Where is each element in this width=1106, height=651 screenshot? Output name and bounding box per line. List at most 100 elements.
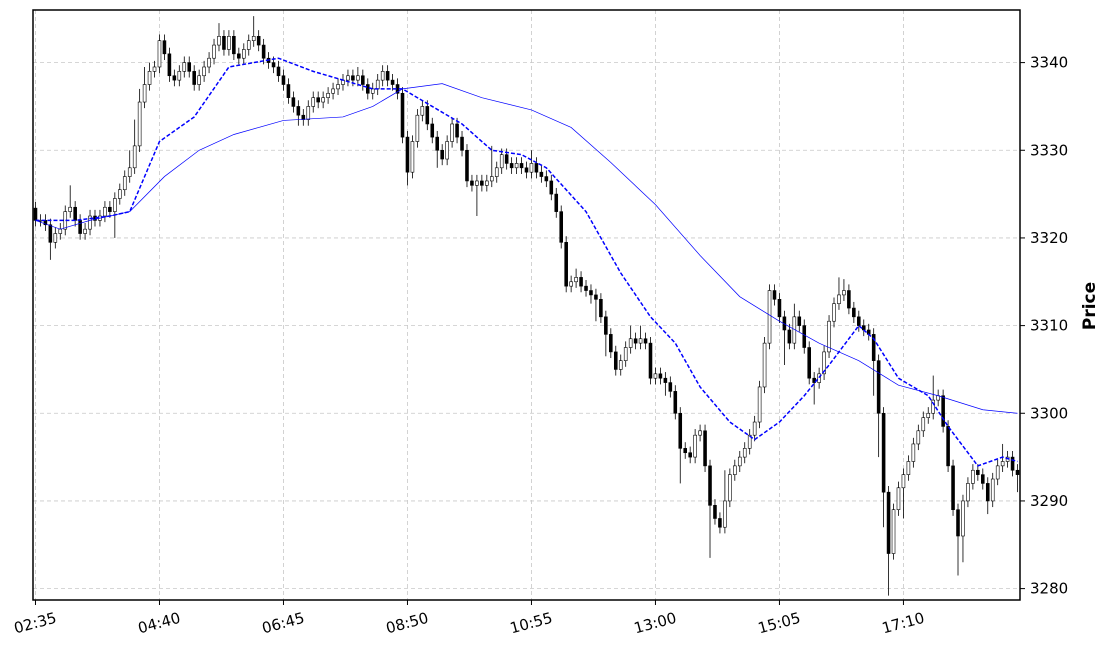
candle-body <box>375 79 380 90</box>
candle-body <box>658 373 663 379</box>
candle-body <box>242 49 246 59</box>
candle-body <box>316 97 320 103</box>
candle-body <box>827 320 831 353</box>
candle-body <box>108 206 112 212</box>
candle-body <box>246 40 251 50</box>
candle-body <box>787 329 792 344</box>
candle-body <box>971 469 975 484</box>
candle-body <box>122 176 127 191</box>
candle-body <box>440 149 444 160</box>
candle-body <box>172 75 177 81</box>
candle-body <box>832 303 836 322</box>
candle-body <box>346 75 350 81</box>
candle-body <box>703 430 707 467</box>
candle-body <box>177 71 182 81</box>
moving-average-line <box>35 83 1018 414</box>
candle-body <box>926 412 931 418</box>
candle-body <box>504 154 509 164</box>
candle-body <box>896 487 901 511</box>
y-axis-label: Price <box>1080 282 1100 330</box>
candle-body <box>237 53 241 59</box>
candle-body <box>559 211 564 243</box>
candle-body <box>529 163 534 173</box>
candle-body <box>415 114 420 142</box>
candle-body <box>118 189 122 199</box>
candle-body <box>589 290 593 296</box>
candle-body <box>509 163 514 169</box>
candle-body <box>638 338 643 344</box>
candle-body <box>48 224 53 243</box>
candle-body <box>68 206 72 212</box>
candle-body <box>747 434 752 449</box>
candle-body <box>296 106 301 116</box>
candle-body <box>88 215 92 230</box>
candle-body <box>693 434 697 458</box>
candle-body <box>623 347 628 361</box>
candle-body <box>435 136 440 151</box>
candle-body <box>311 97 316 107</box>
candle-body <box>633 338 638 344</box>
candle-body <box>445 141 449 160</box>
candle-body <box>812 377 816 383</box>
candle-body <box>33 207 38 221</box>
moving-average-line <box>35 57 1018 467</box>
candle-body <box>271 62 276 68</box>
candle-body <box>891 509 896 554</box>
candle-body <box>772 290 777 300</box>
candle-body <box>549 180 554 195</box>
candle-body <box>157 40 162 68</box>
candle-body <box>921 417 926 432</box>
candle-body <box>167 53 172 77</box>
candle-body <box>499 154 504 169</box>
candle-body <box>291 97 296 107</box>
candle-body <box>222 36 226 50</box>
candle-body <box>321 97 325 103</box>
candle-body <box>405 136 410 173</box>
candle-body <box>470 180 474 186</box>
candle-body <box>380 71 385 81</box>
candle-body <box>286 84 291 98</box>
candle-body <box>901 474 906 489</box>
y-tick-label: 3290 <box>1030 492 1068 510</box>
candle-body <box>103 206 107 217</box>
candle-body <box>886 491 891 554</box>
candle-body <box>574 277 578 283</box>
y-tick-label: 3300 <box>1030 404 1068 422</box>
candle-body <box>73 206 77 221</box>
candle-body <box>956 509 960 537</box>
candle-body <box>78 220 82 234</box>
candle-body <box>207 57 211 68</box>
candle-body <box>604 316 608 335</box>
candle-body <box>182 62 187 72</box>
candle-body <box>728 474 732 502</box>
candle-body <box>152 66 157 72</box>
y-tick-label: 3280 <box>1030 580 1068 598</box>
candle-body <box>569 281 573 287</box>
candle-body <box>489 176 494 182</box>
candle-body <box>390 79 395 85</box>
candle-body <box>336 84 340 90</box>
candle-body <box>1015 469 1020 475</box>
candle-body <box>752 421 757 436</box>
candle-body <box>137 101 142 147</box>
candle-body <box>797 316 802 326</box>
candle-body <box>514 163 519 169</box>
candle-body <box>187 62 192 72</box>
plot-frame <box>32 9 1021 601</box>
candle-body <box>802 325 807 348</box>
candle-body <box>227 36 231 50</box>
candle-body <box>757 386 762 423</box>
candle-body <box>142 84 147 103</box>
candle-body <box>554 193 559 212</box>
x-tick-label: 15:05 <box>756 609 802 638</box>
candle-body <box>232 36 236 55</box>
candle-body <box>251 36 256 41</box>
candle-body <box>931 399 935 414</box>
x-tick-label: 13:00 <box>632 609 678 638</box>
candle-body <box>628 338 633 348</box>
candle-body <box>737 456 742 467</box>
candle-body <box>668 382 673 392</box>
candle-body <box>494 167 499 177</box>
candle-body <box>306 106 311 120</box>
x-tick-label: 10:55 <box>508 609 554 638</box>
